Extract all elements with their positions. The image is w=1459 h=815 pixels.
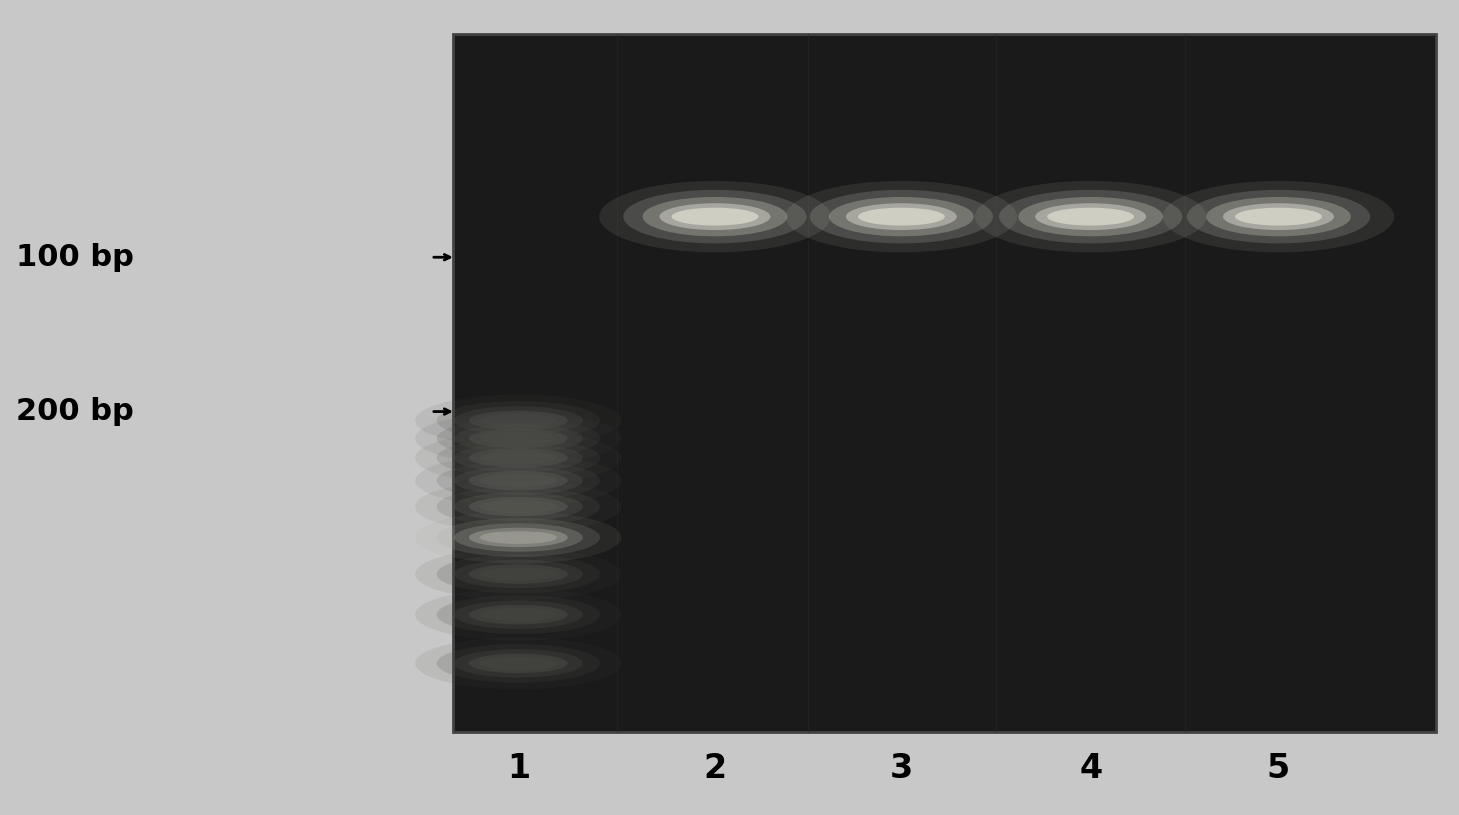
Ellipse shape <box>642 197 788 236</box>
Ellipse shape <box>416 394 622 447</box>
Ellipse shape <box>416 481 622 532</box>
Ellipse shape <box>1207 197 1351 236</box>
Ellipse shape <box>416 512 622 563</box>
Ellipse shape <box>416 455 622 507</box>
Ellipse shape <box>659 203 770 230</box>
Ellipse shape <box>468 654 568 673</box>
Ellipse shape <box>1048 208 1134 226</box>
Ellipse shape <box>468 471 568 491</box>
Ellipse shape <box>480 531 557 544</box>
Ellipse shape <box>454 406 582 434</box>
Ellipse shape <box>454 523 582 552</box>
Ellipse shape <box>454 443 582 472</box>
Ellipse shape <box>480 657 557 670</box>
Ellipse shape <box>1036 203 1147 230</box>
Text: 2: 2 <box>703 752 727 786</box>
Ellipse shape <box>436 401 600 440</box>
Ellipse shape <box>436 487 600 526</box>
Text: 200 bp: 200 bp <box>16 397 134 426</box>
Text: 1: 1 <box>506 752 530 786</box>
Ellipse shape <box>454 649 582 677</box>
Ellipse shape <box>623 190 807 244</box>
Ellipse shape <box>858 208 945 226</box>
Ellipse shape <box>1018 197 1163 236</box>
Ellipse shape <box>436 518 600 557</box>
Ellipse shape <box>810 190 994 244</box>
Ellipse shape <box>846 203 957 230</box>
Ellipse shape <box>1186 190 1370 244</box>
Ellipse shape <box>416 637 622 689</box>
Ellipse shape <box>785 181 1017 253</box>
Ellipse shape <box>436 419 600 458</box>
Ellipse shape <box>600 181 830 253</box>
Ellipse shape <box>468 448 568 468</box>
Ellipse shape <box>468 497 568 517</box>
Ellipse shape <box>454 424 582 452</box>
Ellipse shape <box>454 601 582 629</box>
Ellipse shape <box>416 412 622 465</box>
Ellipse shape <box>1223 203 1334 230</box>
Ellipse shape <box>416 548 622 600</box>
Ellipse shape <box>468 605 568 624</box>
Ellipse shape <box>416 432 622 484</box>
Ellipse shape <box>1163 181 1395 253</box>
Ellipse shape <box>480 452 557 465</box>
Ellipse shape <box>468 527 568 547</box>
Ellipse shape <box>480 500 557 513</box>
Ellipse shape <box>829 197 973 236</box>
Ellipse shape <box>480 432 557 445</box>
Ellipse shape <box>436 438 600 478</box>
Ellipse shape <box>436 644 600 683</box>
Text: 5: 5 <box>1266 752 1290 786</box>
Text: 4: 4 <box>1080 752 1102 786</box>
Ellipse shape <box>436 554 600 593</box>
Text: 3: 3 <box>890 752 913 786</box>
Ellipse shape <box>1236 208 1322 226</box>
Ellipse shape <box>416 588 622 641</box>
Ellipse shape <box>999 190 1182 244</box>
Ellipse shape <box>468 411 568 430</box>
Ellipse shape <box>975 181 1207 253</box>
Ellipse shape <box>468 564 568 584</box>
Ellipse shape <box>480 414 557 427</box>
Text: 100 bp: 100 bp <box>16 243 134 271</box>
Ellipse shape <box>480 474 557 487</box>
Ellipse shape <box>468 429 568 448</box>
Ellipse shape <box>671 208 759 226</box>
Ellipse shape <box>454 466 582 495</box>
Ellipse shape <box>480 567 557 580</box>
Ellipse shape <box>454 492 582 521</box>
Ellipse shape <box>436 461 600 500</box>
Ellipse shape <box>454 560 582 588</box>
Ellipse shape <box>436 595 600 634</box>
Ellipse shape <box>480 608 557 621</box>
Bar <box>452 34 1436 733</box>
